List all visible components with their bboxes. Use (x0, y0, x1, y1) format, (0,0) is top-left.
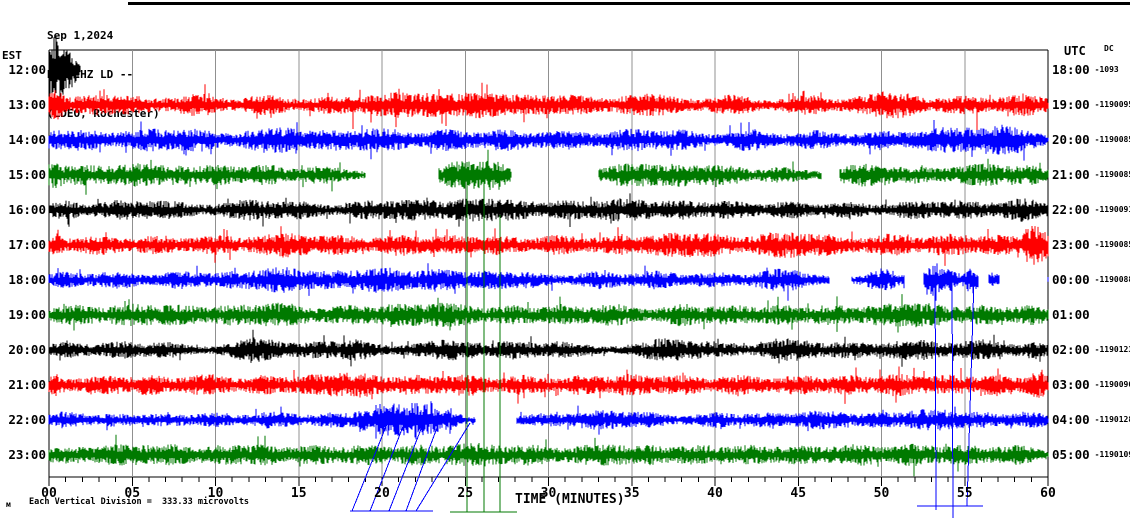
dc-value: -1190128 (1094, 415, 1130, 424)
x-tick-label-40: 40 (707, 486, 723, 501)
scale-footnote: Each Vertical Division = 333.33 microvol… (29, 497, 250, 507)
header-date: Sep 1,2024 (47, 29, 114, 42)
x-tick-label-20: 20 (374, 486, 390, 501)
utc-row-0300: 03:00 -1190090 (1052, 377, 1130, 392)
trace-1200 (48, 36, 1049, 104)
est-label-1500: 15:00 (8, 167, 46, 182)
utc-row-0500: 05:00 -1190109 (1052, 447, 1130, 462)
est-label-1700: 17:00 (8, 237, 46, 252)
trace-2000 (48, 329, 1049, 367)
x-tick-label-60: 60 (1040, 486, 1056, 501)
utc-row-1900: 19:00 -1190095 (1052, 97, 1130, 112)
utc-label: 05:00 (1052, 447, 1090, 462)
dc-column-title: DC (1104, 44, 1114, 53)
utc-row-2000: 20:00 -1190085 (1052, 132, 1130, 147)
utc-label: 18:00 (1052, 62, 1090, 77)
utc-row-0000: 00:00 -1190088 (1052, 272, 1130, 287)
est-label-1400: 14:00 (8, 132, 46, 147)
x-tick-label-35: 35 (623, 486, 640, 501)
x-tick-label-10: 10 (207, 486, 224, 501)
est-label-1800: 18:00 (8, 272, 46, 287)
dc-value: -1190085 (1094, 240, 1130, 249)
utc-label: 23:00 (1052, 237, 1090, 252)
est-label-2100: 21:00 (8, 377, 46, 392)
est-label-1900: 19:00 (8, 307, 46, 322)
utc-label: 22:00 (1052, 202, 1090, 217)
utc-row-2100: 21:00 -1190085 (1052, 167, 1130, 182)
trace-1800 (48, 263, 1049, 301)
dc-value: -1190123 (1094, 345, 1130, 354)
dc-value: -1190090 (1094, 380, 1130, 389)
dc-value: -1190095 (1094, 100, 1130, 109)
x-tick-label-15: 15 (290, 486, 307, 501)
est-label-2300: 23:00 (8, 447, 46, 462)
trace-1500 (48, 149, 1049, 195)
utc-label: 04:00 (1052, 412, 1090, 427)
dc-value: -1190109 (1094, 450, 1130, 459)
utc-label: 20:00 (1052, 132, 1090, 147)
x-tick-label-25: 25 (457, 486, 474, 501)
est-label-2200: 22:00 (8, 412, 46, 427)
left-axis-title: EST (2, 49, 22, 62)
dc-value: -1190088 (1094, 275, 1130, 284)
trace-1600 (48, 193, 1049, 227)
est-label-1200: 12:00 (8, 62, 46, 77)
clipped-event-line (369, 423, 405, 512)
dc-value: -1190085 (1094, 135, 1130, 144)
trace-2200 (48, 401, 1049, 440)
est-label-1300: 13:00 (8, 97, 46, 112)
clipped-event-line (415, 422, 471, 512)
x-tick-label-45: 45 (790, 486, 807, 501)
utc-row-2200: 22:00 -1190091 (1052, 202, 1130, 217)
clipped-event-line (405, 424, 439, 512)
x-tick-label-55: 55 (956, 486, 973, 501)
trace-1400 (48, 120, 1049, 161)
est-label-2000: 20:00 (8, 342, 46, 357)
x-axis-title: TIME (MINUTES) (515, 492, 625, 507)
trace-1700 (48, 226, 1049, 266)
x-tick-label-30: 30 (540, 486, 557, 501)
clipped-event-line (934, 265, 937, 511)
utc-row-0100: 01:00 (1052, 307, 1095, 322)
utc-label: 21:00 (1052, 167, 1090, 182)
x-tick-label-05: 05 (124, 486, 141, 501)
utc-label: 19:00 (1052, 97, 1090, 112)
corner-mark: м (6, 500, 11, 509)
right-axis-title: UTC (1064, 44, 1086, 58)
dc-value: -1190085 (1094, 170, 1130, 179)
clipped-event-line (966, 278, 975, 507)
utc-row-2300: 23:00 -1190085 (1052, 237, 1130, 252)
trace-1300 (48, 82, 1049, 128)
utc-label: 00:00 (1052, 272, 1090, 287)
top-rule (128, 2, 1130, 5)
utc-row-1800: 18:00 -1093 (1052, 62, 1119, 77)
x-tick-label-00: 00 (41, 486, 57, 501)
utc-row-0400: 04:00 -1190128 (1052, 412, 1130, 427)
clipped-event-line (351, 423, 388, 512)
utc-row-0200: 02:00 -1190123 (1052, 342, 1130, 357)
clipped-event-line (951, 270, 954, 519)
clipped-event-line (388, 423, 424, 512)
trace-2300 (48, 434, 1049, 477)
trace-2100 (48, 366, 1049, 404)
dc-value: -1190091 (1094, 205, 1130, 214)
utc-label: 03:00 (1052, 377, 1090, 392)
est-label-1600: 16:00 (8, 202, 46, 217)
dc-value: -1093 (1094, 65, 1119, 74)
utc-label: 02:00 (1052, 342, 1090, 357)
x-tick-label-50: 50 (873, 486, 890, 501)
trace-1900 (48, 294, 1049, 333)
utc-label: 01:00 (1052, 307, 1090, 322)
